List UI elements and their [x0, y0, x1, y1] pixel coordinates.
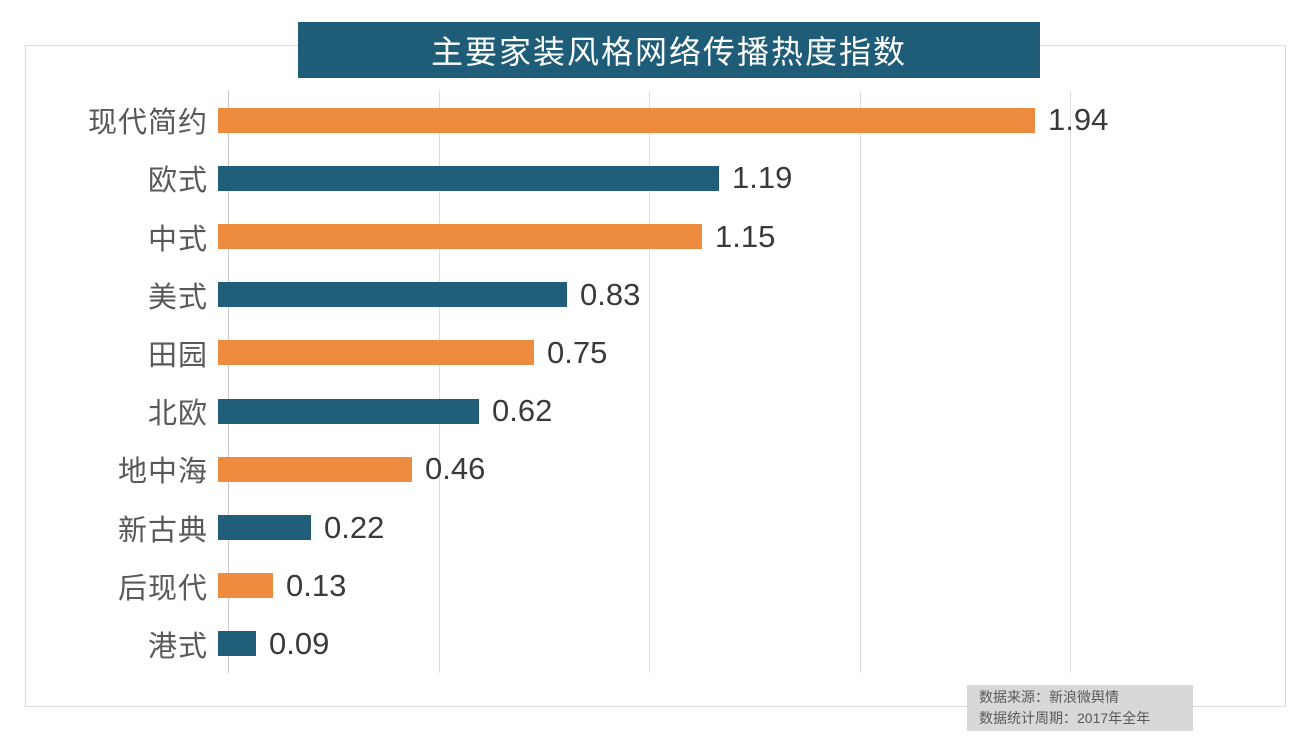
- source-note: 数据来源：新浪微舆情 数据统计周期：2017年全年: [967, 685, 1193, 731]
- chart-title-band: 主要家装风格网络传播热度指数: [298, 22, 1040, 78]
- bar-track: 0.46: [218, 440, 1228, 498]
- value-label: 0.62: [492, 393, 553, 429]
- bar-track: 0.22: [218, 498, 1228, 556]
- value-label: 0.22: [324, 509, 385, 545]
- category-label: 美式: [147, 281, 208, 314]
- bar-row: 欧式 1.19: [33, 149, 1228, 207]
- bar-row: 地中海 0.46: [33, 440, 1228, 498]
- bar-row: 现代简约 1.94: [33, 91, 1228, 149]
- bar-row: 后现代 0.13: [33, 557, 1228, 615]
- category-label: 田园: [147, 339, 208, 372]
- bar: [218, 340, 534, 366]
- bar: [218, 224, 702, 249]
- bar: [218, 282, 567, 308]
- bar-row: 港式 0.09: [33, 615, 1228, 673]
- value-label: 1.19: [732, 160, 793, 196]
- category-label: 地中海: [117, 456, 208, 489]
- bar: [218, 573, 273, 599]
- bar-row: 新古典 0.22: [33, 498, 1228, 556]
- gridline-1.0: [649, 91, 650, 673]
- gridline-2.0: [1070, 91, 1071, 673]
- y-axis-line: [228, 91, 229, 673]
- value-label: 1.15: [715, 218, 776, 254]
- bar-row: 中式 1.15: [33, 207, 1228, 265]
- bar: [218, 398, 479, 424]
- bar: [218, 107, 1035, 133]
- bar-track: 1.94: [218, 91, 1228, 149]
- category-label: 北欧: [147, 398, 208, 431]
- value-label: 1.94: [1048, 102, 1109, 138]
- gridline-0.5: [439, 91, 440, 673]
- category-label: 后现代: [117, 572, 208, 605]
- bar-rows: 现代简约 1.94 欧式 1.19 中式 1.15 美式 0.83 田园 0.7…: [33, 91, 1228, 673]
- chart-title: 主要家装风格网络传播热度指数: [430, 34, 907, 70]
- bar-track: 0.75: [218, 324, 1228, 382]
- value-label: 0.09: [269, 625, 330, 661]
- source-note-line1: 数据来源：新浪微舆情: [979, 689, 1119, 705]
- bar: [218, 456, 412, 482]
- category-label: 欧式: [147, 165, 208, 198]
- gridline-1.5: [860, 91, 861, 673]
- bar-track: 0.09: [218, 615, 1228, 673]
- value-label: 0.46: [425, 451, 486, 487]
- bar: [218, 631, 256, 657]
- category-label: 中式: [147, 223, 208, 256]
- category-label: 港式: [147, 630, 208, 663]
- bar-track: 1.15: [218, 207, 1228, 265]
- bar: [218, 165, 719, 191]
- category-label: 新古典: [117, 514, 208, 547]
- bar-track: 1.19: [218, 149, 1228, 207]
- value-label: 0.13: [286, 567, 347, 603]
- source-note-line2: 数据统计周期：2017年全年: [979, 710, 1151, 726]
- bar-row: 北欧 0.62: [33, 382, 1228, 440]
- bar-row: 田园 0.75: [33, 324, 1228, 382]
- bar-track: 0.13: [218, 557, 1228, 615]
- value-label: 0.75: [547, 334, 608, 370]
- bar: [218, 515, 311, 541]
- category-label: 现代简约: [87, 107, 208, 140]
- plot-area: [228, 91, 1228, 673]
- value-label: 0.83: [580, 276, 641, 312]
- bar-track: 0.83: [218, 266, 1228, 324]
- bar-row: 美式 0.83: [33, 266, 1228, 324]
- bar-track: 0.62: [218, 382, 1228, 440]
